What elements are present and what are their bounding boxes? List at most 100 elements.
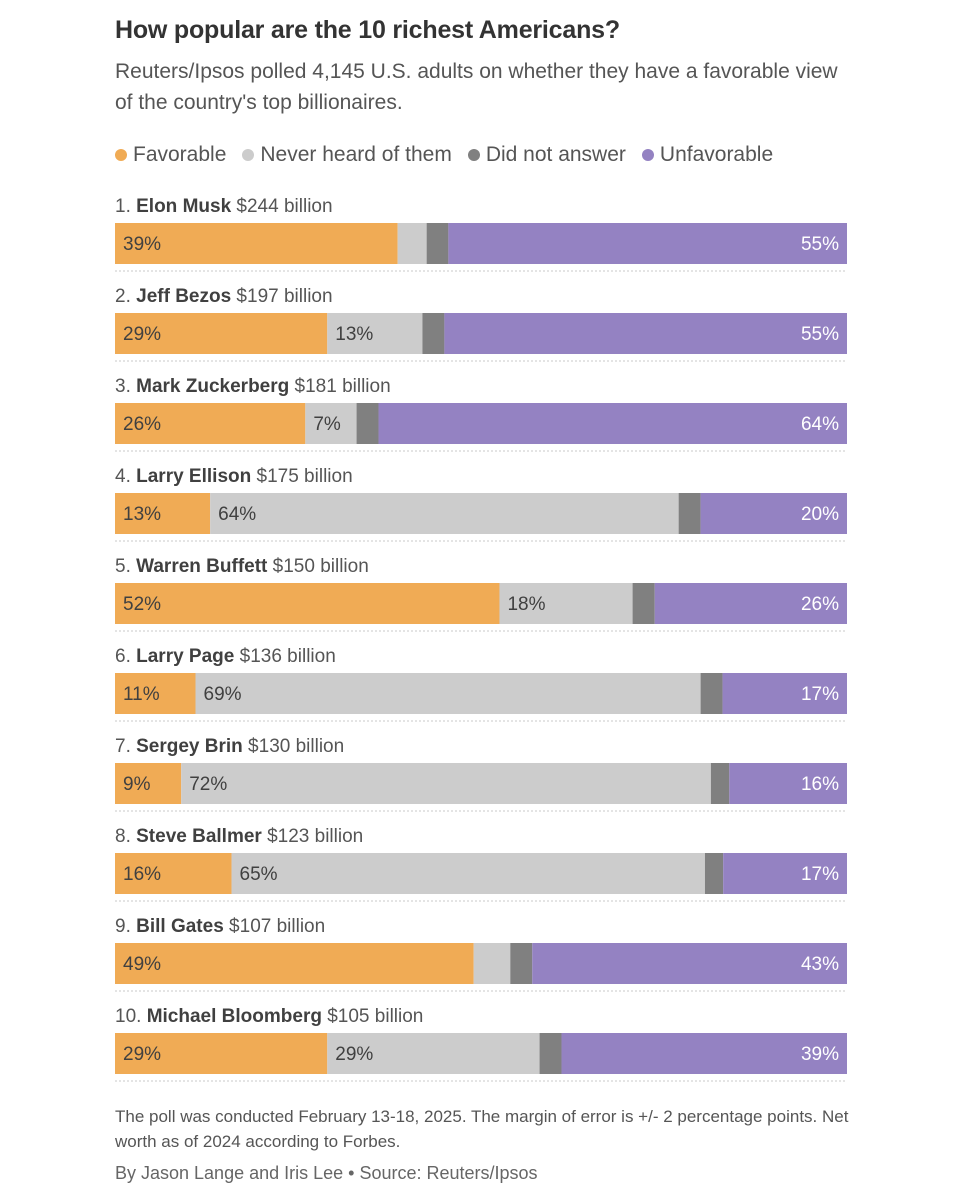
row-name: Larry Ellison [136,466,251,487]
legend-swatch-never-heard [242,149,255,161]
chart-row-9: 9. Bill Gates $107 billion 49% 43% [115,916,847,992]
legend-item-unfavorable: Unfavorable [641,143,774,167]
bar-segment-no_answer [426,223,449,264]
bar-segment-favorable [115,493,211,534]
bar-segment-unfavorable [654,583,847,624]
row-name: Bill Gates [136,916,224,937]
row-worth: $105 billion [322,1006,423,1027]
legend-swatch-did-not-answer [467,149,480,161]
data-label-never: 29% [335,1044,373,1065]
chart-row-6: 6. Larry Page $136 billion 11% 69% 17% [115,646,847,722]
footnote: The poll was conducted February 13-18, 2… [115,1107,849,1151]
bar-segment-no_answer [356,403,379,444]
data-label-favorable: 52% [123,594,161,615]
data-label-favorable: 13% [123,504,161,525]
chart-row-7: 7. Sergey Brin $130 billion 9% 72% 16% [115,736,847,812]
row-name: Larry Page [136,646,234,667]
row-label: 2. Jeff Bezos $197 billion [115,286,333,307]
legend-item-never-heard: Never heard of them [242,143,452,167]
bar-segment-never [499,583,633,624]
row-worth: $244 billion [231,196,332,217]
chart-row-10: 10. Michael Bloomberg $105 billion 29% 29%… [115,1006,847,1082]
data-label-favorable: 11% [123,684,160,705]
bar-segment-favorable [115,1033,328,1074]
data-label-never: 69% [204,684,242,705]
bar-segment-never [397,223,427,264]
bar-segment-favorable [115,853,232,894]
bar-segment-no_answer [700,673,723,714]
bar-segment-unfavorable [532,943,847,984]
data-label-unfavorable: 55% [801,234,839,255]
legend-item-did-not-answer: Did not answer [467,143,626,167]
bar-segment-favorable [115,223,398,264]
row-rank: 8. [115,826,136,847]
data-label-unfavorable: 17% [801,864,839,885]
row-label: 5. Warren Buffett $150 billion [115,556,369,577]
row-rank: 6. [115,646,136,667]
data-label-unfavorable: 39% [801,1044,839,1065]
data-label-unfavorable: 17% [801,684,839,705]
row-worth: $136 billion [234,646,335,667]
legend-label-did-not-answer: Did not answer [485,143,626,166]
bar-segment-unfavorable [723,853,847,894]
row-rank: 5. [115,556,136,577]
row-worth: $107 billion [224,916,325,937]
bar-segment-never [327,313,423,354]
data-label-unfavorable: 20% [801,504,839,525]
data-label-favorable: 49% [123,954,161,975]
data-label-favorable: 16% [123,864,161,885]
legend: Favorable Never heard of them Did not an… [115,140,789,170]
bar-segment-never [181,763,711,804]
bar-segment-never [327,1033,540,1074]
legend-item-favorable: Favorable [115,143,226,167]
row-worth: $130 billion [243,736,344,757]
row-label: 3. Mark Zuckerberg $181 billion [115,376,391,397]
bar-segment-favorable [115,583,500,624]
bar-segment-favorable [115,943,474,984]
data-label-unfavorable: 64% [801,414,839,435]
row-rank: 7. [115,736,136,757]
bar-segment-unfavorable [729,763,847,804]
data-label-favorable: 26% [123,414,161,435]
bar-segment-no_answer [510,943,533,984]
data-label-favorable: 9% [123,774,151,795]
data-label-unfavorable: 26% [801,594,839,615]
legend-label-unfavorable: Unfavorable [659,143,774,166]
data-label-favorable: 39% [123,234,161,255]
bar-segment-favorable [115,763,182,804]
data-label-unfavorable: 16% [801,774,839,795]
bar-segment-favorable [115,403,306,444]
credit-line: By Jason Lange and Iris Lee • Source: Re… [115,1163,538,1183]
chart-row-3: 3. Mark Zuckerberg $181 billion 26% 7% 64% [115,376,847,452]
row-rank: 9. [115,916,136,937]
bar-segment-unfavorable [700,493,847,534]
legend-swatch-unfavorable [641,149,654,161]
row-label: 8. Steve Ballmer $123 billion [115,826,363,847]
bar-segment-favorable [115,673,196,714]
row-rank: 10. [115,1006,147,1027]
data-label-never: 65% [240,864,278,885]
bar-segment-no_answer [710,763,730,804]
row-label: 1. Elon Musk $244 billion [115,196,333,217]
chart-row-2: 2. Jeff Bezos $197 billion 29% 13% 55% [115,286,847,362]
row-worth: $150 billion [267,556,368,577]
row-name: Michael Bloomberg [147,1006,322,1027]
data-label-never: 7% [313,414,341,435]
row-name: Sergey Brin [136,736,243,757]
chart-row-8: 8. Steve Ballmer $123 billion 16% 65% 17% [115,826,847,902]
bar-segment-favorable [115,313,328,354]
bar-segment-never [210,493,679,534]
bar-segment-never [305,403,357,444]
legend-label-favorable: Favorable [133,143,227,166]
data-label-never: 18% [507,594,545,615]
row-rank: 1. [115,196,136,217]
row-rank: 4. [115,466,136,487]
data-label-unfavorable: 55% [801,324,839,345]
bar-segment-unfavorable [561,1033,847,1074]
chart-title: How popular are the 10 richest Americans… [115,16,620,44]
bar-segment-unfavorable [448,223,847,264]
chart-row-4: 4. Larry Ellison $175 billion 13% 64% 20% [115,466,847,542]
row-worth: $197 billion [231,286,332,307]
row-name: Warren Buffett [136,556,268,577]
row-worth: $175 billion [251,466,352,487]
